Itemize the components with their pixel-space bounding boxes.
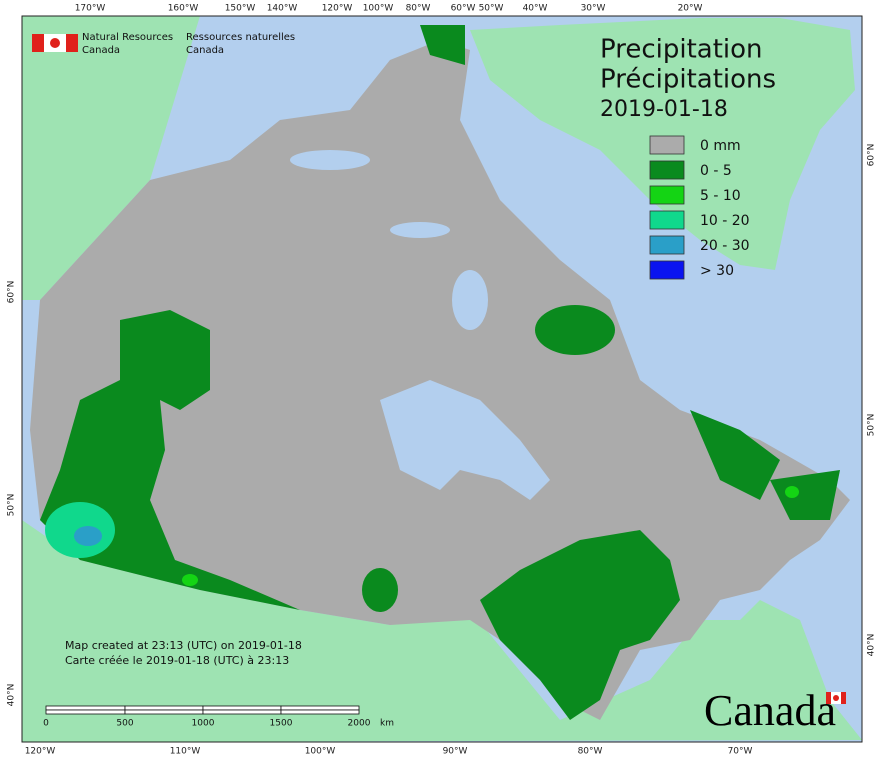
scale-label: 1000 [192,719,215,729]
scale-segment [202,705,282,711]
legend-swatch [649,210,685,230]
legend-swatch [649,135,685,155]
wordmark: Canada [704,686,836,735]
map-body [22,16,862,742]
graticule-label: 60°N [867,144,877,167]
graticule-label: 40°W [523,4,548,14]
scale-label: 500 [116,719,133,729]
scale-segment [280,705,360,711]
graticule-label: 50°N [867,414,877,437]
scale-segment [45,709,126,715]
legend-label: 10 - 20 [700,213,750,229]
graticule-label: 120°W [25,747,56,757]
graticule-label: 40°N [867,634,877,657]
legend-label: 20 - 30 [700,238,750,254]
scale-label: 1500 [270,719,293,729]
legend: 0 mm 0 - 5 5 - 10 10 - 20 20 - 30 > 30 [649,135,750,280]
legend-swatch [649,185,685,205]
flag-leaf [50,38,60,48]
channel [290,150,370,170]
wordmark-flag [833,695,839,701]
note: Map created at 23:13 (UTC) on 2019-01-18 [65,639,302,652]
legend-label: 0 mm [700,138,741,154]
scale-bar: 0 500 1000 1500 2000 km [43,705,394,729]
hudson-bay [380,380,550,500]
graticule-label: 150°W [225,4,256,14]
usa [22,520,862,742]
foxe-basin [452,270,488,330]
title-fr: Précipitations [600,65,776,95]
graticule-label: 50°N [7,494,17,517]
graticule-label: 80°W [406,4,431,14]
scale-segment [124,705,204,711]
alaska [22,16,200,300]
flag [32,34,44,52]
graticule-label: 120°W [322,4,353,14]
graticule-label: 60°N [7,281,17,304]
graticule-label: 140°W [267,4,298,14]
precip-labrador [690,410,780,500]
graticule-label: 30°W [581,4,606,14]
note: Carte créée le 2019-01-18 (UTC) à 23:13 [65,654,289,667]
scale-segment [202,709,282,715]
graticule-label: 20°W [678,4,703,14]
graticule-label: 110°W [170,747,201,757]
precip-baffin [535,305,615,355]
map-border [21,15,863,743]
precip-patch [182,574,198,586]
legend-swatch [649,160,685,180]
graticule-labels: 170°W 160°W 150°W 140°W 120°W 100°W 80°W 60°W 50… [7,4,877,757]
scale-label: 0 [43,719,49,729]
precip-east [480,530,680,720]
graticule-label: 40°N [7,684,17,707]
graticule-label: 60°W [451,4,476,14]
legend-label: 0 - 5 [700,163,732,179]
graticule-label: 100°W [363,4,394,14]
legend-swatch [649,260,685,280]
precip-patch [74,526,102,546]
graticule-label: 80°W [578,747,603,757]
scale-segment [280,709,360,715]
org-en: Natural Resources [82,32,173,43]
graticule-label: 70°W [728,747,753,757]
graticule-label: 90°W [443,747,468,757]
precip-greenland [420,25,465,65]
scale-unit: km [380,719,394,729]
precip-patch [785,486,799,498]
precip-patch [362,568,398,612]
channel [390,222,450,238]
legend-label: > 30 [700,263,734,279]
scale-segment [124,709,204,715]
graticule-label: 100°W [305,747,336,757]
legend-swatch [649,235,685,255]
org-fr: Ressources naturelles [186,32,295,43]
graticule-label: 170°W [75,4,106,14]
title-en: Precipitation [600,35,763,65]
title-date: 2019-01-18 [600,97,728,122]
scale-label: 2000 [348,719,371,729]
graticule-label: 50°W [479,4,504,14]
precip-newfoundland [770,470,840,520]
flag [66,34,78,52]
graticule-label: 160°W [168,4,199,14]
org-en: Canada [82,45,120,56]
legend-label: 5 - 10 [700,188,741,204]
scale-segment [45,705,126,711]
org-fr: Canada [186,45,224,56]
